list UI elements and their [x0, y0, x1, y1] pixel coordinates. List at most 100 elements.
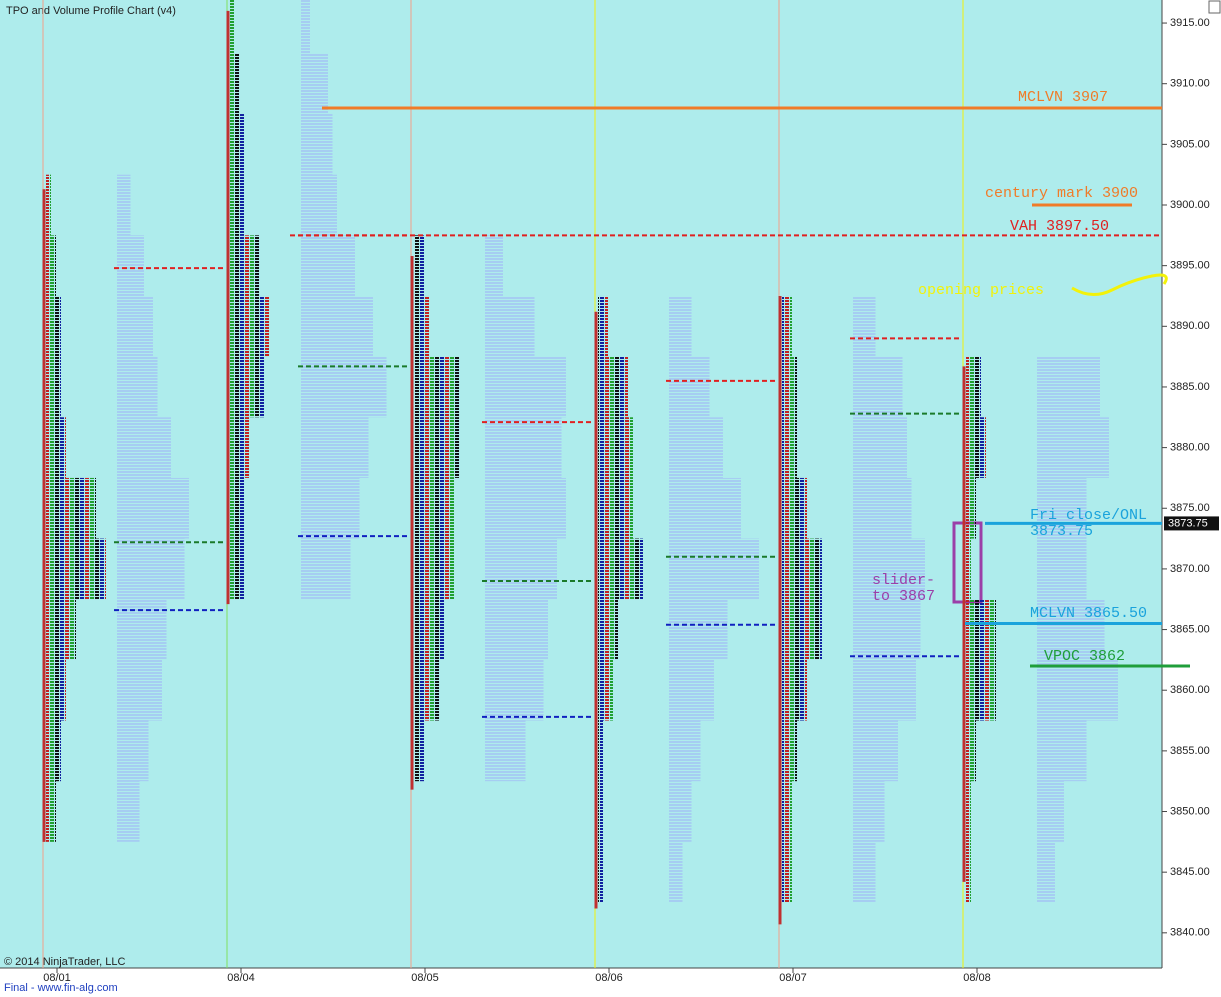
volume-row: [1037, 417, 1109, 478]
y-tick-label: 3880.00: [1170, 442, 1210, 454]
tpo-row: [46, 781, 56, 842]
tpo-row: [598, 477, 633, 539]
volume-row: [301, 235, 355, 296]
y-tick-label: 3910.00: [1170, 78, 1210, 90]
tpo-row: [230, 0, 235, 54]
volume-row: [1037, 720, 1087, 782]
tpo-row: [966, 477, 976, 539]
tpo-row: [782, 417, 797, 478]
volume-row: [117, 477, 189, 539]
tpo-row: [46, 599, 76, 660]
volume-row: [485, 659, 544, 721]
y-tick-label: 3845.00: [1170, 866, 1210, 878]
volume-row: [485, 417, 562, 478]
volume-row: [853, 720, 898, 782]
tpo-row: [414, 659, 439, 721]
tpo-row: [46, 538, 106, 600]
volume-row: [117, 538, 185, 600]
volume-row: [301, 0, 310, 54]
volume-row: [485, 720, 526, 782]
volume-row: [485, 356, 566, 418]
x-tick-label: 08/04: [227, 972, 255, 984]
volume-row: [853, 781, 885, 842]
y-tick-label: 3860.00: [1170, 684, 1210, 696]
volume-row: [669, 538, 759, 600]
tpo-row: [230, 295, 270, 357]
tpo-row: [414, 235, 424, 296]
volume-row: [117, 295, 153, 357]
volume-row: [485, 538, 557, 600]
tpo-row: [782, 599, 822, 660]
volume-row: [301, 417, 369, 478]
tpo-row: [782, 841, 792, 903]
tpo-row: [414, 356, 459, 418]
volume-row: [485, 599, 548, 660]
volume-row: [1037, 841, 1055, 903]
tpo-row: [414, 538, 454, 600]
tpo-row: [782, 295, 792, 357]
tpo-row: [414, 295, 429, 357]
tpo-row: [598, 599, 618, 660]
tpo-row: [46, 720, 61, 782]
volume-row: [1037, 538, 1087, 600]
tpo-row: [414, 599, 444, 660]
volume-row: [117, 174, 131, 236]
annotation: opening prices: [918, 282, 1044, 299]
x-tick-label: 08/05: [411, 972, 439, 984]
tpo-row: [782, 477, 807, 539]
tpo-row: [230, 235, 260, 296]
y-tick-label: 3850.00: [1170, 805, 1210, 817]
volume-row: [485, 295, 535, 357]
tpo-row: [598, 720, 603, 782]
tpo-row: [966, 659, 996, 721]
tpo-row: [598, 295, 608, 357]
tpo-row: [230, 417, 250, 478]
tpo-row: [230, 114, 245, 175]
annotation: century mark 3900: [985, 185, 1138, 202]
tpo-row: [46, 174, 51, 236]
tpo-row: [782, 659, 807, 721]
x-tick-label: 08/06: [595, 972, 623, 984]
volume-row: [853, 538, 925, 600]
volume-row: [669, 659, 714, 721]
tpo-row: [782, 781, 792, 842]
tpo-row: [230, 53, 240, 115]
volume-row: [1037, 477, 1087, 539]
volume-row: [669, 295, 692, 357]
y-tick-label: 3905.00: [1170, 138, 1210, 150]
volume-row: [117, 659, 162, 721]
tpo-row: [966, 599, 996, 660]
volume-row: [853, 356, 903, 418]
y-tick-label: 3855.00: [1170, 745, 1210, 757]
tpo-row: [782, 356, 797, 418]
tpo-row: [46, 477, 96, 539]
copyright: © 2014 NinjaTrader, LLC: [4, 956, 125, 968]
annotation: MCLVN 3907: [1018, 89, 1108, 106]
axis-panel: [1162, 0, 1221, 997]
volume-row: [669, 356, 710, 418]
tpo-row: [46, 356, 61, 418]
annotation: slider-: [872, 572, 935, 589]
y-tick-label: 3900.00: [1170, 199, 1210, 211]
volume-row: [669, 720, 701, 782]
y-tick-label: 3885.00: [1170, 381, 1210, 393]
tpo-row: [782, 720, 797, 782]
tpo-row: [966, 356, 981, 418]
x-tick-label: 08/07: [779, 972, 807, 984]
corner-button[interactable]: [1208, 0, 1221, 14]
tpo-row: [598, 356, 628, 418]
tpo-row: [966, 781, 971, 842]
chart-title: TPO and Volume Profile Chart (v4): [6, 5, 176, 17]
volume-row: [669, 599, 728, 660]
tpo-row: [414, 720, 424, 782]
y-tick-label: 3890.00: [1170, 320, 1210, 332]
volume-row: [301, 538, 351, 600]
y-tick-label: 3895.00: [1170, 260, 1210, 272]
tpo-row: [414, 417, 459, 478]
annotation: to 3867: [872, 588, 935, 605]
volume-row: [301, 174, 337, 236]
volume-row: [1037, 356, 1100, 418]
tpo-row: [230, 356, 265, 418]
